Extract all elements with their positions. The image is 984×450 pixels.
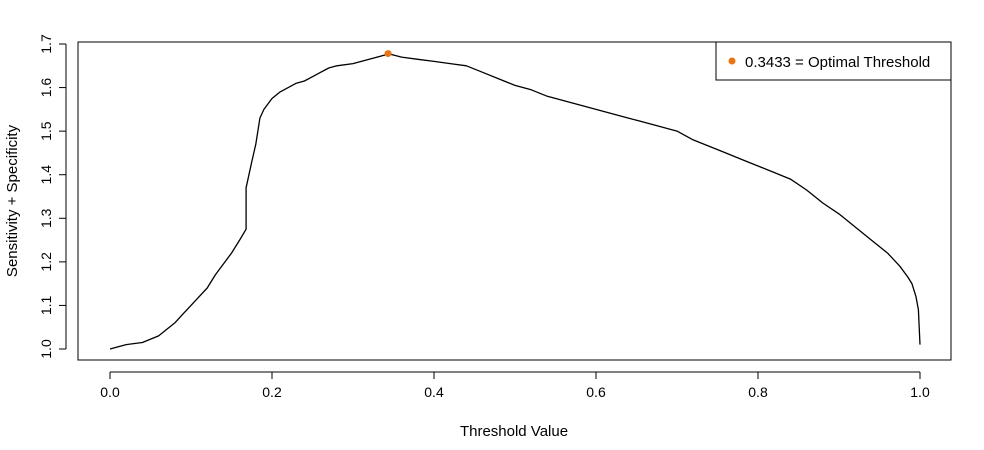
optimal-threshold-point: [384, 50, 392, 58]
y-tick-label: 1.4: [38, 165, 54, 185]
y-tick-label: 1.5: [38, 121, 54, 141]
legend-box: [715, 41, 952, 81]
y-tick-label: 1.3: [38, 208, 54, 228]
x-axis-title: Threshold Value: [460, 423, 568, 440]
legend-label: 0.3433 = Optimal Threshold: [745, 54, 930, 71]
legend: 0.3433 = Optimal Threshold: [715, 41, 952, 81]
series-layer: [109, 50, 921, 350]
y-axis: 1.0 1.1 1.2 1.3 1.4 1.5 1.6 1.7: [38, 34, 67, 359]
y-tick-label: 1.6: [38, 78, 54, 98]
x-tick-label: 0.0: [100, 384, 120, 400]
y-tick-label: 1.0: [38, 339, 54, 359]
y-tick-label: 1.1: [38, 295, 54, 315]
x-axis: 0.0 0.2 0.4 0.6 0.8 1.0: [100, 371, 930, 400]
x-tick-label: 1.0: [910, 384, 930, 400]
y-axis-title: Sensitivity + Specificity: [4, 124, 21, 277]
x-tick-label: 0.4: [424, 384, 444, 400]
series-line: [109, 52, 921, 350]
plot-frame: [77, 41, 952, 361]
legend-marker: [728, 57, 736, 65]
y-tick-label: 1.7: [38, 34, 54, 54]
x-tick-label: 0.6: [586, 384, 606, 400]
y-tick-label: 1.2: [38, 252, 54, 272]
x-tick-label: 0.8: [748, 384, 768, 400]
x-tick-label: 0.2: [262, 384, 282, 400]
